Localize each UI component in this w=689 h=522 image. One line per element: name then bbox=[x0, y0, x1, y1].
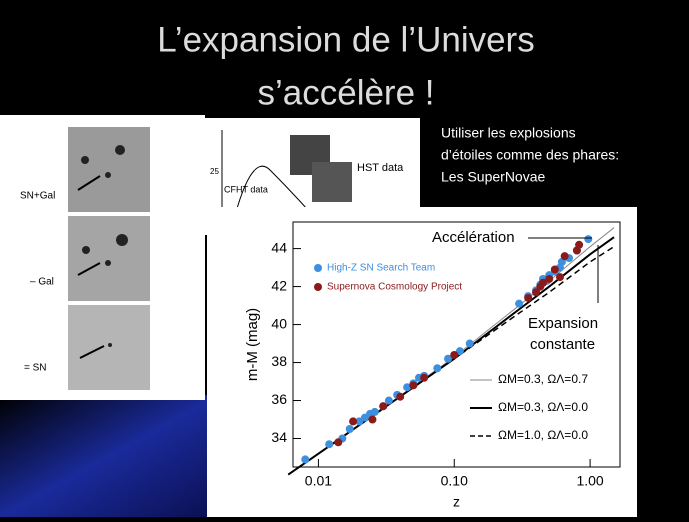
side-text: d’étoiles comme des phares: bbox=[441, 147, 619, 163]
y-tick-label: 40 bbox=[271, 315, 287, 331]
y-tick-label: 44 bbox=[271, 239, 287, 255]
data-point bbox=[345, 425, 354, 434]
data-point bbox=[325, 440, 334, 449]
legend-label: ΩM=1.0, ΩΛ=0.0 bbox=[498, 428, 588, 442]
legend-marker bbox=[314, 283, 322, 291]
legend-label: ΩM=0.3, ΩΛ=0.0 bbox=[498, 400, 588, 414]
arrows bbox=[77, 175, 105, 359]
image-label: 25 bbox=[210, 167, 219, 176]
annotation: Expansion bbox=[528, 315, 598, 332]
data-point bbox=[450, 350, 459, 359]
data-point bbox=[334, 438, 343, 447]
data-point bbox=[524, 293, 533, 302]
model-line bbox=[287, 246, 615, 476]
data-point bbox=[465, 339, 474, 348]
annotation: constante bbox=[530, 336, 595, 353]
image-label: – Gal bbox=[30, 277, 54, 288]
plot-frame bbox=[292, 221, 621, 468]
image-label: HST data bbox=[357, 162, 404, 174]
data-point bbox=[532, 288, 541, 297]
x-axis-label: z bbox=[453, 494, 460, 510]
annotation: Accélération bbox=[432, 229, 515, 246]
data-point bbox=[455, 347, 464, 356]
data-point bbox=[403, 383, 412, 392]
data-point bbox=[368, 415, 377, 424]
image-label: CFHT data bbox=[224, 184, 268, 194]
data-point bbox=[409, 381, 418, 390]
y-tick-label: 38 bbox=[271, 353, 287, 369]
image bbox=[68, 216, 150, 301]
data-point bbox=[575, 240, 584, 249]
y-tick-label: 34 bbox=[271, 429, 287, 445]
decor bbox=[0, 395, 220, 517]
data-point bbox=[379, 402, 388, 411]
data-point bbox=[515, 299, 524, 308]
data-point bbox=[560, 252, 569, 261]
legend-label: ΩM=0.3, ΩΛ=0.7 bbox=[498, 372, 588, 386]
side-text: Utiliser les explosions bbox=[441, 125, 576, 141]
chart: 0.01 0.10 1.00 34 36 38 40 42 44 z m-M (mag) ΩM=0.3… bbox=[244, 227, 615, 510]
legend-marker bbox=[314, 264, 322, 272]
data-point bbox=[370, 407, 379, 416]
data-point bbox=[555, 273, 564, 282]
stars bbox=[81, 145, 128, 347]
image bbox=[68, 305, 150, 390]
x-tick-label: 1.00 bbox=[576, 473, 603, 489]
image-label: SN+Gal bbox=[20, 191, 55, 202]
y-tick-label: 42 bbox=[271, 277, 287, 293]
data-point bbox=[545, 274, 554, 283]
y-tick-label: 36 bbox=[271, 391, 287, 407]
data-point bbox=[550, 265, 559, 274]
data-point bbox=[433, 364, 442, 373]
data-point bbox=[349, 417, 358, 426]
side-text: Les SuperNovae bbox=[441, 169, 546, 185]
image bbox=[312, 162, 352, 202]
data-point bbox=[420, 373, 429, 382]
y-axis-label: m-M (mag) bbox=[244, 308, 261, 381]
title-line: L’expansion de l’Univers bbox=[157, 20, 534, 59]
data-point bbox=[396, 392, 405, 401]
legend-label: High-Z SN Search Team bbox=[327, 263, 435, 274]
image bbox=[68, 127, 150, 212]
data-point bbox=[301, 455, 310, 464]
image-label: = SN bbox=[24, 363, 47, 374]
data-point bbox=[444, 354, 453, 363]
x-tick-label: 0.01 bbox=[305, 473, 332, 489]
model-line bbox=[287, 236, 615, 476]
data-point bbox=[384, 396, 393, 405]
legend-label: Supernova Cosmology Project bbox=[327, 282, 462, 293]
title-line: s’accélère ! bbox=[257, 73, 434, 112]
x-tick-label: 0.10 bbox=[441, 473, 468, 489]
data-point bbox=[538, 278, 547, 287]
data-point bbox=[584, 235, 593, 244]
data-point bbox=[355, 417, 364, 426]
